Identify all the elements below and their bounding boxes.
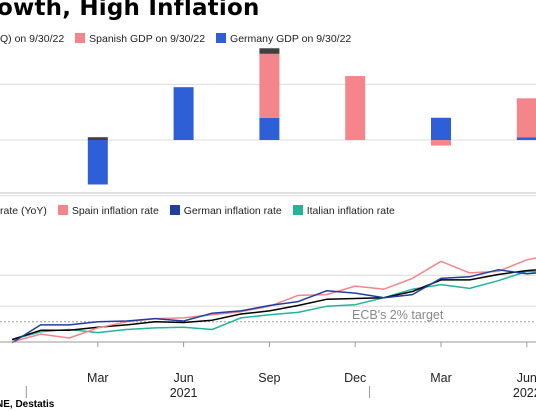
x-tick-label: Jun	[174, 371, 194, 385]
bar-germany-gdp	[516, 137, 536, 140]
german-inflation-line	[11, 269, 536, 344]
legend-label: rate (YoY)	[0, 205, 47, 218]
gdp-legend: Q) on 9/30/22 Spanish GDP on 9/30/22 Ger…	[0, 33, 359, 45]
bar-spain-gdp	[516, 98, 536, 138]
legend-item-spain-inflation: Spain inflation rate	[57, 205, 159, 218]
bar-germany-gdp	[431, 117, 451, 140]
x-tick-label: Dec	[344, 371, 366, 385]
legend-label: Italian inflation rate	[306, 205, 395, 218]
legend-item-italian-inflation: Italian inflation rate	[292, 205, 395, 218]
legend-item-rate-yoy: rate (YoY)	[0, 205, 47, 217]
x-tick-label: Sep	[258, 371, 280, 385]
bar-germany-gdp	[87, 140, 108, 185]
legend-swatch	[169, 205, 180, 216]
source-note: NE, Destatis	[0, 399, 55, 410]
chart-title: owth, High Inflation	[0, 0, 260, 21]
x-tick-label: Mar	[430, 371, 452, 385]
legend-swatch	[292, 205, 303, 216]
legend-item-germany-gdp: Germany GDP on 9/30/22	[216, 33, 351, 45]
bar-germany-gdp	[259, 117, 280, 140]
x-year-label: 2021	[170, 386, 198, 400]
ecb-target-label: ECB's 2% target	[352, 308, 444, 322]
x-tick-label: Jun	[517, 371, 536, 385]
legend-label: Spanish GDP on 9/30/22	[89, 33, 206, 46]
italian-inflation-line	[11, 270, 536, 341]
legend-label: Germany GDP on 9/30/22	[230, 33, 352, 46]
bar-spain-gdp	[259, 53, 280, 118]
legend-item-german-inflation: German inflation rate	[169, 205, 282, 218]
legend-swatch	[216, 33, 227, 44]
inflation-legend: rate (YoY) Spain inflation rate German i…	[0, 205, 403, 217]
bar-spain-gdp	[431, 140, 451, 146]
legend-label: German inflation rate	[183, 205, 282, 218]
legend-item-spain-gdp: Spanish GDP on 9/30/22	[75, 33, 205, 45]
bar-spain-gdp	[345, 76, 366, 140]
legend-item-total: Q) on 9/30/22	[0, 33, 64, 45]
legend-label: Spain inflation rate	[71, 205, 159, 218]
legend-label: Q) on 9/30/22	[0, 33, 65, 46]
x-tick-label: Mar	[87, 371, 109, 385]
spain-inflation-line	[11, 257, 536, 343]
legend-swatch	[75, 33, 86, 44]
legend-swatch	[57, 205, 68, 216]
bar-total-gdp	[87, 137, 108, 140]
bar-germany-gdp	[173, 87, 194, 140]
x-year-label: 2022	[513, 386, 536, 400]
bar-total-gdp	[259, 48, 280, 54]
